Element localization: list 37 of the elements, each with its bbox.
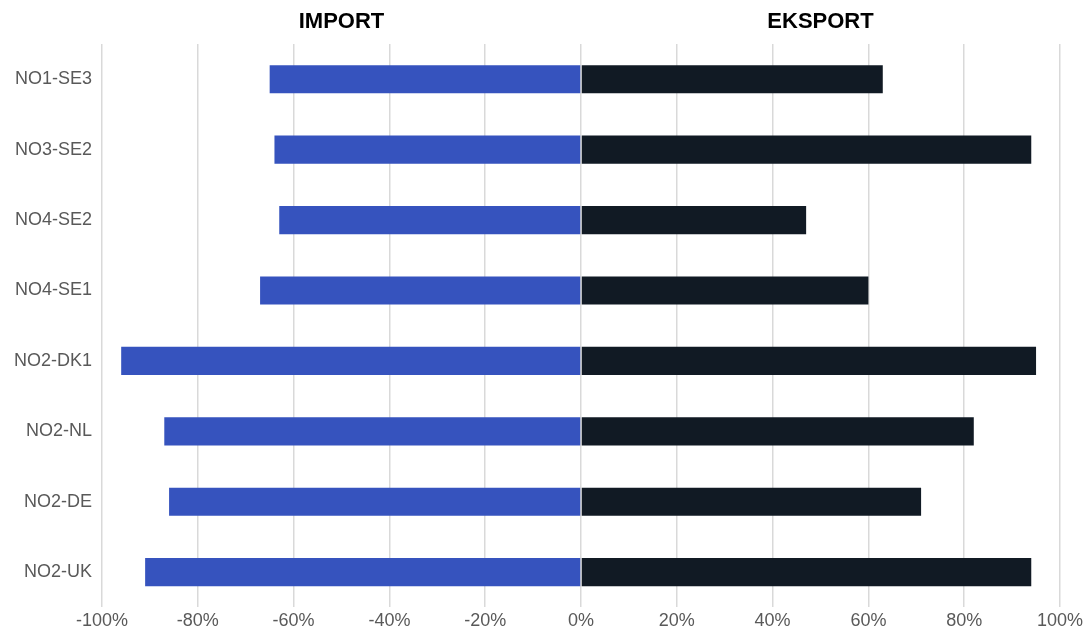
y-tick-label: NO1-SE3 bbox=[14, 68, 93, 89]
x-tick-label: -100% bbox=[76, 610, 129, 631]
x-tick-label: 60% bbox=[850, 610, 887, 631]
bar bbox=[164, 417, 581, 446]
bar bbox=[581, 558, 1032, 587]
bar bbox=[581, 276, 869, 305]
bar bbox=[279, 205, 581, 235]
x-tick-label: -20% bbox=[464, 610, 507, 631]
x-tick-label: 20% bbox=[658, 610, 695, 631]
x-tick-label: -60% bbox=[272, 610, 315, 631]
y-tick-label: NO4-SE1 bbox=[14, 279, 93, 300]
bar bbox=[581, 346, 1037, 375]
series-label: EKSPORT bbox=[767, 8, 875, 34]
bar bbox=[581, 487, 922, 516]
x-tick-label: 100% bbox=[1036, 610, 1084, 631]
bar bbox=[260, 276, 581, 305]
bar bbox=[581, 135, 1032, 164]
bar bbox=[145, 558, 581, 587]
y-tick-label: NO4-SE2 bbox=[14, 209, 93, 230]
x-tick-label: 40% bbox=[754, 610, 791, 631]
y-tick-label: NO3-SE2 bbox=[14, 138, 93, 159]
x-tick-label: 0% bbox=[568, 610, 595, 631]
series-label: IMPORT bbox=[298, 8, 385, 34]
bar bbox=[274, 135, 581, 164]
bar bbox=[581, 205, 807, 235]
bar bbox=[581, 65, 883, 94]
y-tick-label: NO2-UK bbox=[24, 561, 93, 582]
bar bbox=[269, 65, 581, 94]
x-tick-label: -40% bbox=[368, 610, 411, 631]
x-tick-label: 80% bbox=[946, 610, 983, 631]
y-tick-label: NO2-NL bbox=[26, 420, 93, 441]
bar bbox=[581, 417, 974, 446]
bar bbox=[121, 346, 581, 375]
x-tick-label: -80% bbox=[176, 610, 219, 631]
y-tick-label: NO2-DK1 bbox=[13, 349, 93, 370]
bar bbox=[169, 487, 581, 516]
y-tick-label: NO2-DE bbox=[24, 490, 93, 511]
